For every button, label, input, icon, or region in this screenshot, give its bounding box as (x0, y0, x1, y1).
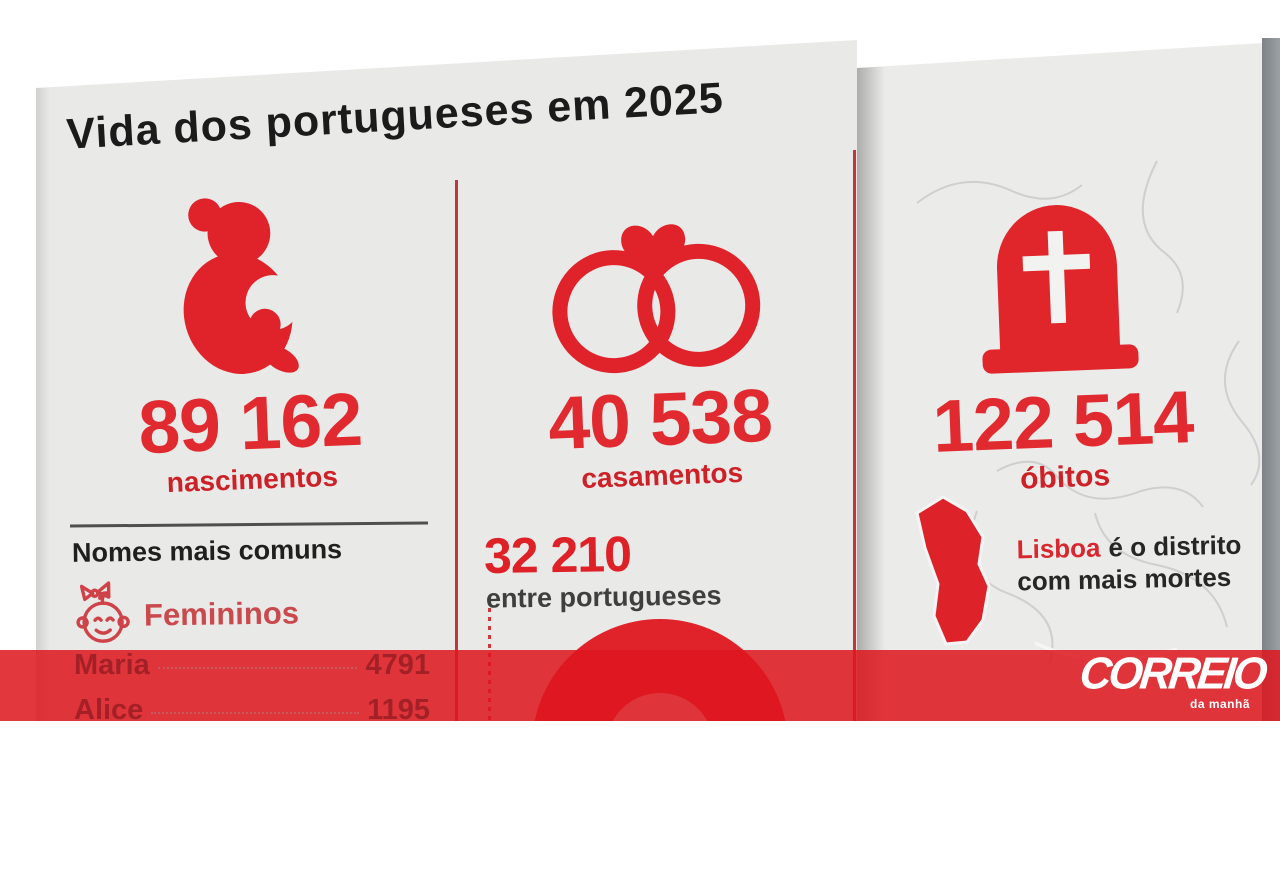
name-value: 1195 (367, 694, 430, 726)
column-divider (455, 180, 458, 721)
deaths-note: Lisboa é o distrito com mais mortes (1016, 529, 1242, 597)
name-label: Alice (74, 694, 144, 726)
wedding-rings-icon (538, 224, 778, 384)
births-stat: 89 162 nascimentos (46, 181, 448, 503)
deaths-value: 122 514 (931, 374, 1195, 468)
baby-girl-icon (70, 580, 133, 652)
feminine-group-label: Femininos (143, 594, 300, 633)
mother-baby-icon (181, 198, 316, 386)
brand-logo: CORREIO da manhã (1077, 648, 1272, 714)
name-value: 4791 (365, 649, 430, 681)
page-fold-shade (857, 43, 885, 721)
portugal-map (857, 43, 1263, 721)
section-separator (69, 521, 429, 528)
deaths-note-highlight: Lisboa (1016, 532, 1101, 565)
page-title: Vida dos portugueses em 2025 (65, 74, 725, 159)
lisboa-district-shape (915, 495, 991, 646)
brand-band (0, 650, 1280, 721)
marriages-value: 40 538 (546, 372, 774, 466)
feminine-names-header: Femininos (70, 577, 300, 651)
marriages-between-portuguese-value: 32 210 (483, 525, 632, 585)
marriages-stat: 40 538 casamentos (461, 181, 852, 499)
dotted-leader (151, 712, 360, 714)
marriages-between-portuguese-label: entre portugueses (485, 580, 722, 614)
infographic-left-page: Vida dos portugueses em 2025 89 162 nasc… (36, 40, 857, 721)
name-row: Alice 1195 (74, 694, 430, 727)
page-edge-shade (36, 40, 50, 721)
infographic-right-page: 122 514 óbitos Lisboa é o distrito com ma… (857, 43, 1263, 721)
column-divider (853, 150, 856, 721)
births-value: 89 162 (136, 376, 364, 470)
page-edge-strip (1262, 38, 1280, 721)
tombstone-icon (976, 205, 1147, 387)
brand-tagline: da manhã (1189, 697, 1250, 711)
deaths-stat: 122 514 óbitos (857, 187, 1263, 503)
brand-name: CORREIO (1077, 648, 1268, 699)
dotted-leader (157, 667, 358, 669)
name-label: Maria (74, 649, 150, 681)
name-row: Maria 4791 (74, 649, 430, 682)
common-names-heading: Nomes mais comuns (71, 534, 343, 568)
